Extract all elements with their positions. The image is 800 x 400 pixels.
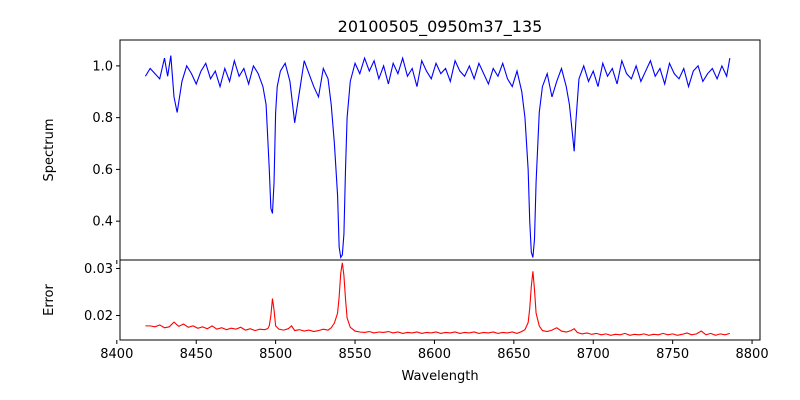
error-panel: 0.02 0.03 8400 8450 8500 8550 8600 8650 8700 875… xyxy=(42,259,769,362)
spectrum-panel: 0.4 0.6 0.8 1.0 Spectrum xyxy=(42,39,761,264)
x-tick-label: 8500 xyxy=(259,347,292,362)
x-axis-label: Wavelength xyxy=(401,369,478,384)
spectrum-plot-frame xyxy=(119,39,761,261)
error-x-ticks: 8400 8450 8500 8550 8600 8650 8700 8750 8800 xyxy=(100,340,769,362)
spectrum-line xyxy=(144,55,731,259)
spectrum-y-tick-label: 1.0 xyxy=(92,59,113,74)
x-tick-label: 8400 xyxy=(100,347,133,362)
error-y-axis-label: Error xyxy=(42,284,57,316)
spectrum-y-axis-label: Spectrum xyxy=(42,119,57,182)
x-tick-label: 8600 xyxy=(418,347,451,362)
x-tick-label: 8800 xyxy=(736,347,769,362)
spectrum-y-ticks: 0.4 0.6 0.8 1.0 xyxy=(92,59,120,230)
error-line xyxy=(145,262,730,336)
x-tick-label: 8450 xyxy=(180,347,213,362)
spectrum-y-tick-label: 0.4 xyxy=(92,215,113,230)
error-y-tick-label: 0.03 xyxy=(84,262,113,277)
error-y-tick-label: 0.02 xyxy=(84,309,113,324)
error-plot-frame xyxy=(119,259,761,341)
spectrum-y-tick-label: 0.6 xyxy=(92,163,113,178)
x-tick-label: 8750 xyxy=(656,347,689,362)
error-y-ticks: 0.02 0.03 xyxy=(84,262,120,324)
spectrum-y-tick-label: 0.8 xyxy=(92,111,113,126)
x-tick-label: 8700 xyxy=(577,347,610,362)
x-tick-label: 8550 xyxy=(338,347,371,362)
chart-title: 20100505_0950m37_135 xyxy=(338,17,543,37)
x-tick-label: 8650 xyxy=(497,347,530,362)
